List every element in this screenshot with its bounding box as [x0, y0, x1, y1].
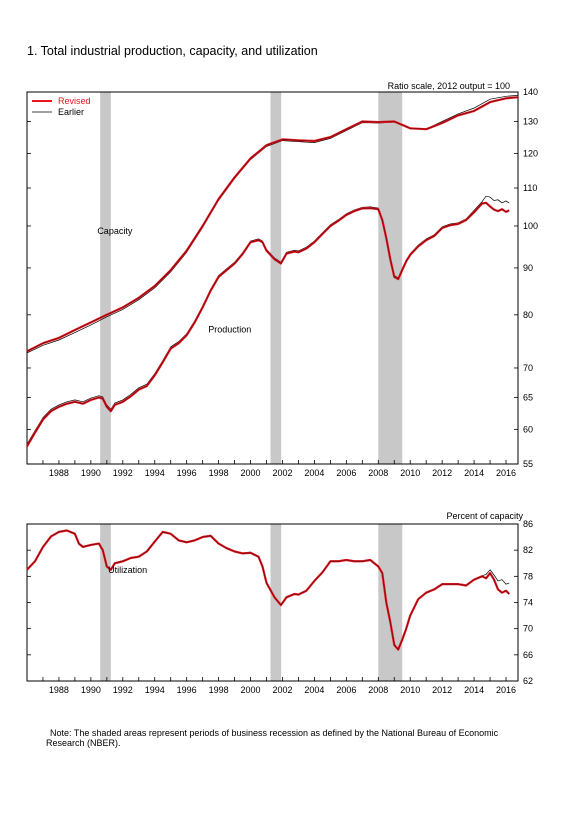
legend-label-earlier: Earlier	[58, 107, 84, 117]
y-tick-label: 82	[523, 545, 533, 555]
x-tick-label: 1998	[209, 468, 229, 478]
series-core-capacity-revised	[26, 96, 519, 352]
y-tick-label: 100	[523, 221, 538, 231]
x-tick-label: 2010	[400, 468, 420, 478]
x-tick-label: 1990	[81, 685, 101, 695]
x-tick-label: 2012	[432, 468, 452, 478]
x-tick-label: 2006	[336, 685, 356, 695]
y-tick-label: 70	[523, 624, 533, 634]
x-tick-label: 1996	[177, 685, 197, 695]
figure-title: 1. Total industrial production, capacity…	[27, 44, 318, 58]
y-tick-label: 66	[523, 650, 533, 660]
x-tick-label: 2010	[400, 685, 420, 695]
x-tick-label: 2008	[368, 685, 388, 695]
x-tick-label: 1996	[177, 468, 197, 478]
top-annotations: Capacity Production	[97, 226, 251, 335]
top-recession-bands	[100, 92, 403, 464]
x-tick-label: 1992	[113, 468, 133, 478]
x-tick-label: 2014	[464, 685, 484, 695]
y-tick-label: 55	[523, 459, 533, 469]
x-tick-label: 2016	[496, 468, 516, 478]
recession-band-1	[100, 92, 111, 464]
y-tick-label: 90	[523, 263, 533, 273]
y-tick-label: 62	[523, 676, 533, 686]
y-tick-label: 80	[523, 310, 533, 320]
x-tick-label: 1998	[209, 685, 229, 695]
annotation-production: Production	[208, 325, 251, 335]
series-line-capacity-earlier	[26, 95, 519, 354]
top-plot-frame	[26, 91, 519, 465]
x-tick-label: 2012	[432, 685, 452, 695]
x-tick-label: 1988	[49, 468, 69, 478]
y-tick-label: 60	[523, 424, 533, 434]
x-tick-label: 2004	[304, 468, 324, 478]
top-series-lines	[26, 95, 519, 447]
x-tick-label: 2000	[241, 468, 261, 478]
y-tick-label: 110	[523, 183, 537, 193]
bottom-axis-title: Percent of capacity	[446, 511, 523, 521]
bottom-series-lines	[26, 529, 510, 651]
recession-band-1	[100, 524, 111, 681]
top-axis-title: Ratio scale, 2012 output = 100	[388, 81, 510, 91]
y-tick-label: 86	[523, 519, 533, 529]
y-tick-label: 78	[523, 571, 533, 581]
y-tick-label: 70	[523, 363, 533, 373]
legend: Revised Earlier	[32, 96, 91, 117]
annotation-capacity: Capacity	[97, 226, 133, 236]
x-tick-label: 1992	[113, 685, 133, 695]
x-tick-label: 2014	[464, 468, 484, 478]
x-tick-label: 2004	[304, 685, 324, 695]
annotation-utilization: Utilization	[108, 565, 147, 575]
series-core-utilization-revised	[26, 530, 510, 650]
x-tick-label: 2006	[336, 468, 356, 478]
y-tick-label: 65	[523, 392, 533, 402]
recession-band-3	[378, 524, 403, 681]
y-tick-label: 130	[523, 117, 538, 127]
recession-band-2	[270, 92, 282, 464]
series-core-production-revised	[26, 202, 510, 447]
recession-band-3	[378, 92, 403, 464]
footnote-line-2: Research (NBER).	[46, 738, 121, 748]
legend-label-revised: Revised	[58, 96, 91, 106]
x-tick-label: 2002	[272, 468, 292, 478]
top-axis-ticks: 1988 1990 1992 1994 1996 1998 2000 2002 2004 2006…	[26, 87, 538, 478]
series-line-utilization-earlier	[26, 529, 510, 650]
y-tick-label: 74	[523, 598, 533, 608]
x-tick-label: 2016	[496, 685, 516, 695]
y-tick-label: 120	[523, 148, 538, 158]
x-tick-label: 2002	[272, 685, 292, 695]
bottom-annotations: Utilization	[108, 565, 147, 575]
x-tick-label: 1990	[81, 468, 101, 478]
x-tick-label: 1988	[49, 685, 69, 695]
x-tick-label: 1994	[145, 468, 165, 478]
recession-band-2	[270, 524, 282, 681]
series-line-utilization-revised	[26, 529, 510, 651]
footnote-line-1: Note: The shaded areas represent periods…	[50, 728, 499, 738]
bottom-recession-bands	[100, 524, 403, 681]
footnote: Note: The shaded areas represent periods…	[46, 728, 516, 748]
bottom-panel: 1988 1990 1992 1994 1996 1998 2000 2002 2004 2006…	[26, 511, 533, 695]
top-panel: 1988 1990 1992 1994 1996 1998 2000 2002 2004 2006…	[26, 81, 538, 478]
x-tick-label: 2008	[368, 468, 388, 478]
x-tick-label: 2000	[241, 685, 261, 695]
y-tick-label: 140	[523, 87, 538, 97]
series-line-production-revised	[26, 201, 510, 447]
bottom-axis-ticks: 1988 1990 1992 1994 1996 1998 2000 2002 2004 2006…	[26, 519, 533, 695]
x-tick-label: 1994	[145, 685, 165, 695]
